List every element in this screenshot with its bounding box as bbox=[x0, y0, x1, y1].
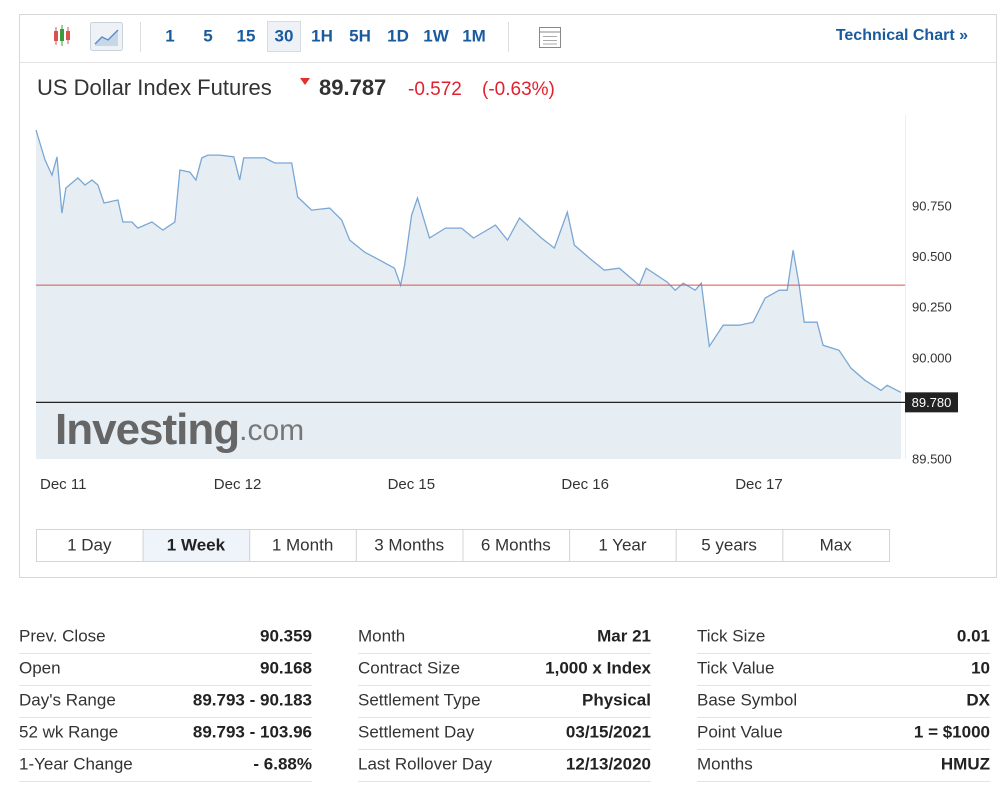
range-tab-bg[interactable] bbox=[355, 529, 464, 562]
range-tab[interactable]: 3 Months bbox=[374, 535, 444, 554]
y-tick-label: 89.500 bbox=[912, 451, 952, 466]
y-tick-label: 90.250 bbox=[912, 300, 952, 315]
icon-line bbox=[94, 29, 119, 45]
interval-button[interactable]: 1D bbox=[387, 26, 409, 45]
range-tab-bg[interactable] bbox=[142, 529, 251, 562]
interval-button[interactable]: 30 bbox=[275, 26, 294, 45]
interval-button[interactable]: 1M bbox=[462, 26, 486, 45]
range-tab[interactable]: Max bbox=[820, 535, 853, 554]
stat-label: Contract Size bbox=[358, 658, 460, 677]
range-tab-bg[interactable] bbox=[675, 529, 784, 562]
stat-label: Tick Size bbox=[697, 626, 765, 645]
range-tabs: 1 Day 1 Week 1 Month 3 Months 6 Months 1 Year… bbox=[36, 529, 890, 562]
stat-label: Settlement Day bbox=[358, 722, 475, 741]
stat-value: 89.793 - 103.96 bbox=[193, 722, 312, 741]
y-tick-label: 90.000 bbox=[912, 350, 952, 365]
stat-value: Physical bbox=[582, 690, 651, 709]
interval-button[interactable]: 1W bbox=[423, 26, 449, 45]
price-change-pct: (-0.63%) bbox=[482, 79, 555, 100]
range-tab[interactable]: 1 Day bbox=[67, 535, 112, 554]
stat-label: Settlement Type bbox=[358, 690, 481, 709]
stat-value: 12/13/2020 bbox=[566, 754, 651, 773]
stat-label: Base Symbol bbox=[697, 690, 797, 709]
interval-active-bg bbox=[267, 21, 301, 52]
watermark-brand: Investing bbox=[55, 405, 239, 454]
x-tick-label: Dec 16 bbox=[561, 476, 609, 493]
stat-value: 1,000 x Index bbox=[545, 658, 651, 677]
range-tab[interactable]: 1 Week bbox=[167, 535, 226, 554]
stat-label: Open bbox=[19, 658, 61, 677]
interval-button[interactable]: 15 bbox=[237, 26, 256, 45]
watermark: Investing.com bbox=[55, 405, 304, 454]
last-price-tag bbox=[905, 392, 958, 413]
range-tab-bg[interactable] bbox=[36, 529, 144, 562]
stat-label: 52 wk Range bbox=[19, 722, 118, 741]
instrument-title: US Dollar Index Futures bbox=[37, 75, 272, 100]
stat-value: - 6.88% bbox=[253, 754, 312, 773]
x-tick-label: Dec 15 bbox=[388, 476, 436, 493]
stat-value: DX bbox=[966, 690, 990, 709]
interval-button[interactable]: 1 bbox=[165, 26, 174, 45]
plot bbox=[36, 130, 901, 459]
price-change: -0.572 bbox=[408, 79, 462, 100]
overlay: 89.780 89.500 90.000 90.250 90.500 90.750 Dec … bbox=[35, 129, 958, 493]
area-icon[interactable] bbox=[90, 22, 123, 51]
x-tick-label: Dec 11 bbox=[40, 476, 86, 493]
stat-value: Mar 21 bbox=[597, 626, 651, 645]
stat-value: 89.793 - 90.183 bbox=[193, 690, 312, 709]
stat-value: 90.168 bbox=[260, 658, 312, 677]
stat-value: 1 = $1000 bbox=[914, 722, 990, 741]
range-tab[interactable]: 5 years bbox=[701, 535, 757, 554]
icon-area bbox=[95, 31, 118, 46]
stat-label: 1-Year Change bbox=[19, 754, 133, 773]
stat-value: 10 bbox=[971, 658, 990, 677]
stat-label: Point Value bbox=[697, 722, 783, 741]
range-tab-bg[interactable] bbox=[782, 529, 890, 562]
range-tab[interactable]: 6 Months bbox=[481, 535, 551, 554]
stat-label: Last Rollover Day bbox=[358, 754, 493, 773]
stats-table: Prev. Close 90.359 Open 90.168 Day's Range 89… bbox=[19, 626, 991, 782]
x-tick-label: Dec 12 bbox=[214, 476, 262, 493]
stat-value: 0.01 bbox=[957, 626, 990, 645]
technical-chart-link[interactable]: Technical Chart » bbox=[836, 27, 968, 44]
stat-label: Day's Range bbox=[19, 690, 116, 709]
interval-button[interactable]: 5H bbox=[349, 26, 371, 45]
price-line bbox=[35, 129, 902, 393]
range-tab[interactable]: 1 Year bbox=[598, 535, 647, 554]
last-price-label: 89.780 bbox=[912, 395, 952, 410]
y-tick-label: 90.500 bbox=[912, 249, 952, 264]
range-tab-bg[interactable] bbox=[462, 529, 571, 562]
stat-label: Month bbox=[358, 626, 405, 645]
range-tab-bg[interactable] bbox=[249, 529, 357, 562]
range-tab[interactable]: 1 Month bbox=[272, 535, 333, 554]
stat-value: 90.359 bbox=[260, 626, 312, 645]
candle-icon[interactable] bbox=[54, 25, 70, 46]
stat-label: Prev. Close bbox=[19, 626, 106, 645]
area bbox=[36, 130, 901, 459]
down-arrow bbox=[300, 78, 310, 85]
watermark-suffix: .com bbox=[239, 414, 304, 447]
stat-label: Tick Value bbox=[697, 658, 774, 677]
interval-button[interactable]: 1H bbox=[311, 26, 333, 45]
interval-button[interactable]: 5 bbox=[203, 26, 212, 45]
x-tick-label: Dec 17 bbox=[735, 476, 783, 493]
stat-label: Months bbox=[697, 754, 753, 773]
last-price: 89.787 bbox=[319, 75, 386, 100]
y-tick-label: 90.750 bbox=[912, 198, 952, 213]
layout-icon[interactable] bbox=[539, 27, 561, 48]
stat-value: HMUZ bbox=[941, 754, 990, 773]
stat-value: 03/15/2021 bbox=[566, 722, 651, 741]
